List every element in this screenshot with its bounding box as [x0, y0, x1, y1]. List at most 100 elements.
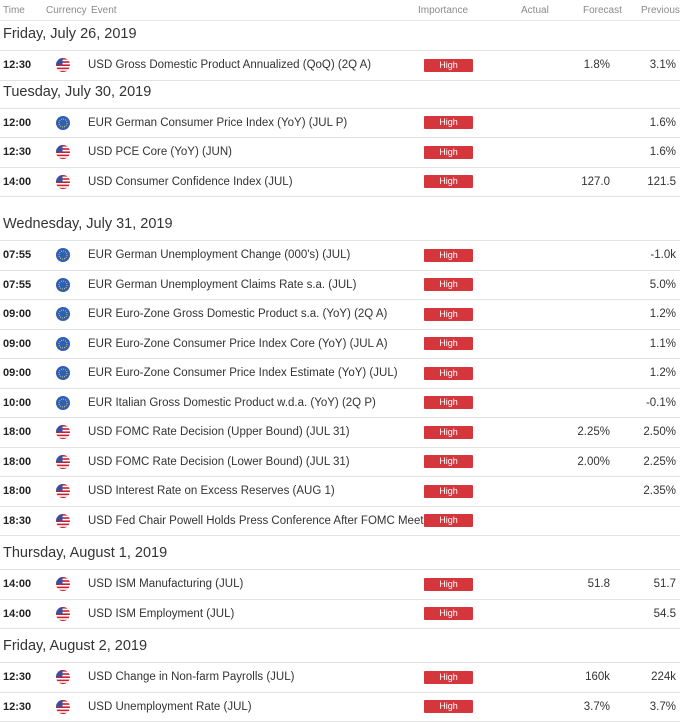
- event-time: 12:30: [3, 51, 31, 80]
- importance-badge: High: [424, 671, 473, 684]
- event-title: EUR German Unemployment Change (000's) (…: [88, 241, 350, 270]
- event-previous: 1.2%: [610, 359, 676, 388]
- eu-flag-icon: [56, 278, 70, 292]
- eu-flag-icon: [56, 116, 70, 130]
- event-title: EUR Italian Gross Domestic Product w.d.a…: [88, 389, 376, 418]
- event-title: USD ISM Employment (JUL): [88, 600, 234, 629]
- event-row[interactable]: 18:30 USD Fed Chair Powell Holds Press C…: [0, 507, 680, 537]
- eu-flag-icon: [56, 307, 70, 321]
- importance-badge: High: [424, 578, 473, 591]
- event-time: 18:00: [3, 418, 31, 447]
- event-title: USD Interest Rate on Excess Reserves (AU…: [88, 477, 335, 506]
- event-previous: 2.50%: [610, 418, 676, 447]
- event-time: 18:00: [3, 448, 31, 477]
- event-previous: 121.5: [610, 168, 676, 197]
- event-row[interactable]: 18:00 USD FOMC Rate Decision (Lower Boun…: [0, 448, 680, 478]
- header-importance: Importance: [418, 5, 468, 16]
- event-row[interactable]: 14:00 USD ISM Manufacturing (JUL) High 5…: [0, 570, 680, 600]
- event-row[interactable]: 12:30 USD Change in Non-farm Payrolls (J…: [0, 663, 680, 693]
- event-forecast: [550, 389, 610, 418]
- event-forecast: [550, 477, 610, 506]
- importance-badge: High: [424, 116, 473, 129]
- date-heading: Wednesday, July 31, 2019: [0, 197, 680, 241]
- event-title: EUR Euro-Zone Consumer Price Index Core …: [88, 330, 388, 359]
- event-row[interactable]: 12:30 USD PCE Core (YoY) (JUN) High 1.6%: [0, 138, 680, 168]
- event-previous: 3.1%: [610, 51, 676, 80]
- date-heading: Friday, August 2, 2019: [0, 629, 680, 663]
- event-previous: 1.1%: [610, 330, 676, 359]
- event-row[interactable]: 14:00 USD ISM Employment (JUL) High 54.5: [0, 600, 680, 630]
- event-forecast: [550, 241, 610, 270]
- event-row[interactable]: 09:00 EUR Euro-Zone Consumer Price Index…: [0, 359, 680, 389]
- event-row[interactable]: 10:00 EUR Italian Gross Domestic Product…: [0, 389, 680, 419]
- event-row[interactable]: 09:00 EUR Euro-Zone Gross Domestic Produ…: [0, 300, 680, 330]
- event-previous: 5.0%: [610, 271, 676, 300]
- event-title: USD ISM Manufacturing (JUL): [88, 570, 243, 599]
- event-row[interactable]: 12:30 USD Gross Domestic Product Annuali…: [0, 51, 680, 81]
- event-forecast: [550, 271, 610, 300]
- header-currency: Currency: [46, 5, 87, 16]
- event-row[interactable]: 07:55 EUR German Unemployment Change (00…: [0, 241, 680, 271]
- event-time: 12:00: [3, 109, 31, 138]
- event-title: USD Fed Chair Powell Holds Press Confere…: [88, 507, 439, 536]
- table-header: Time Currency Event Importance Actual Fo…: [0, 0, 680, 21]
- us-flag-icon: [56, 577, 70, 591]
- event-forecast: [550, 330, 610, 359]
- importance-badge: High: [424, 308, 473, 321]
- event-time: 18:30: [3, 507, 31, 536]
- event-time: 07:55: [3, 271, 31, 300]
- importance-badge: High: [424, 700, 473, 713]
- event-title: USD Change in Non-farm Payrolls (JUL): [88, 663, 294, 692]
- event-forecast: 2.25%: [550, 418, 610, 447]
- event-previous: 2.25%: [610, 448, 676, 477]
- event-row[interactable]: 18:00 USD Interest Rate on Excess Reserv…: [0, 477, 680, 507]
- event-forecast: [550, 300, 610, 329]
- event-forecast: [550, 138, 610, 167]
- event-row[interactable]: 12:30 USD Unemployment Rate (JUL) High 3…: [0, 693, 680, 722]
- date-heading: Thursday, August 1, 2019: [0, 536, 680, 570]
- event-previous: 51.7: [610, 570, 676, 599]
- event-title: EUR Euro-Zone Consumer Price Index Estim…: [88, 359, 398, 388]
- event-time: 14:00: [3, 168, 31, 197]
- event-time: 09:00: [3, 300, 31, 329]
- event-forecast: 160k: [550, 663, 610, 692]
- event-time: 14:00: [3, 570, 31, 599]
- event-row[interactable]: 18:00 USD FOMC Rate Decision (Upper Boun…: [0, 418, 680, 448]
- eu-flag-icon: [56, 337, 70, 351]
- event-previous: 224k: [610, 663, 676, 692]
- event-forecast: [550, 109, 610, 138]
- us-flag-icon: [56, 58, 70, 72]
- eu-flag-icon: [56, 248, 70, 262]
- date-heading: Friday, July 26, 2019: [0, 21, 680, 51]
- event-previous: 1.6%: [610, 109, 676, 138]
- event-row[interactable]: 09:00 EUR Euro-Zone Consumer Price Index…: [0, 330, 680, 360]
- event-row[interactable]: 07:55 EUR German Unemployment Claims Rat…: [0, 271, 680, 301]
- us-flag-icon: [56, 425, 70, 439]
- event-row[interactable]: 14:00 USD Consumer Confidence Index (JUL…: [0, 168, 680, 198]
- event-previous: -0.1%: [610, 389, 676, 418]
- importance-badge: High: [424, 59, 473, 72]
- event-forecast: 2.00%: [550, 448, 610, 477]
- us-flag-icon: [56, 455, 70, 469]
- event-time: 18:00: [3, 477, 31, 506]
- event-time: 12:30: [3, 138, 31, 167]
- event-time: 09:00: [3, 330, 31, 359]
- us-flag-icon: [56, 700, 70, 714]
- event-forecast: 127.0: [550, 168, 610, 197]
- event-title: USD Consumer Confidence Index (JUL): [88, 168, 293, 197]
- event-time: 09:00: [3, 359, 31, 388]
- importance-badge: High: [424, 485, 473, 498]
- event-previous: -1.0k: [610, 241, 676, 270]
- event-previous: 1.2%: [610, 300, 676, 329]
- event-title: EUR Euro-Zone Gross Domestic Product s.a…: [88, 300, 387, 329]
- importance-badge: High: [424, 249, 473, 262]
- event-previous: 1.6%: [610, 138, 676, 167]
- us-flag-icon: [56, 670, 70, 684]
- event-forecast: [550, 507, 610, 536]
- importance-badge: High: [424, 455, 473, 468]
- event-row[interactable]: 12:00 EUR German Consumer Price Index (Y…: [0, 109, 680, 139]
- event-time: 07:55: [3, 241, 31, 270]
- event-title: USD PCE Core (YoY) (JUN): [88, 138, 232, 167]
- event-title: EUR German Unemployment Claims Rate s.a.…: [88, 271, 356, 300]
- event-forecast: 1.8%: [550, 51, 610, 80]
